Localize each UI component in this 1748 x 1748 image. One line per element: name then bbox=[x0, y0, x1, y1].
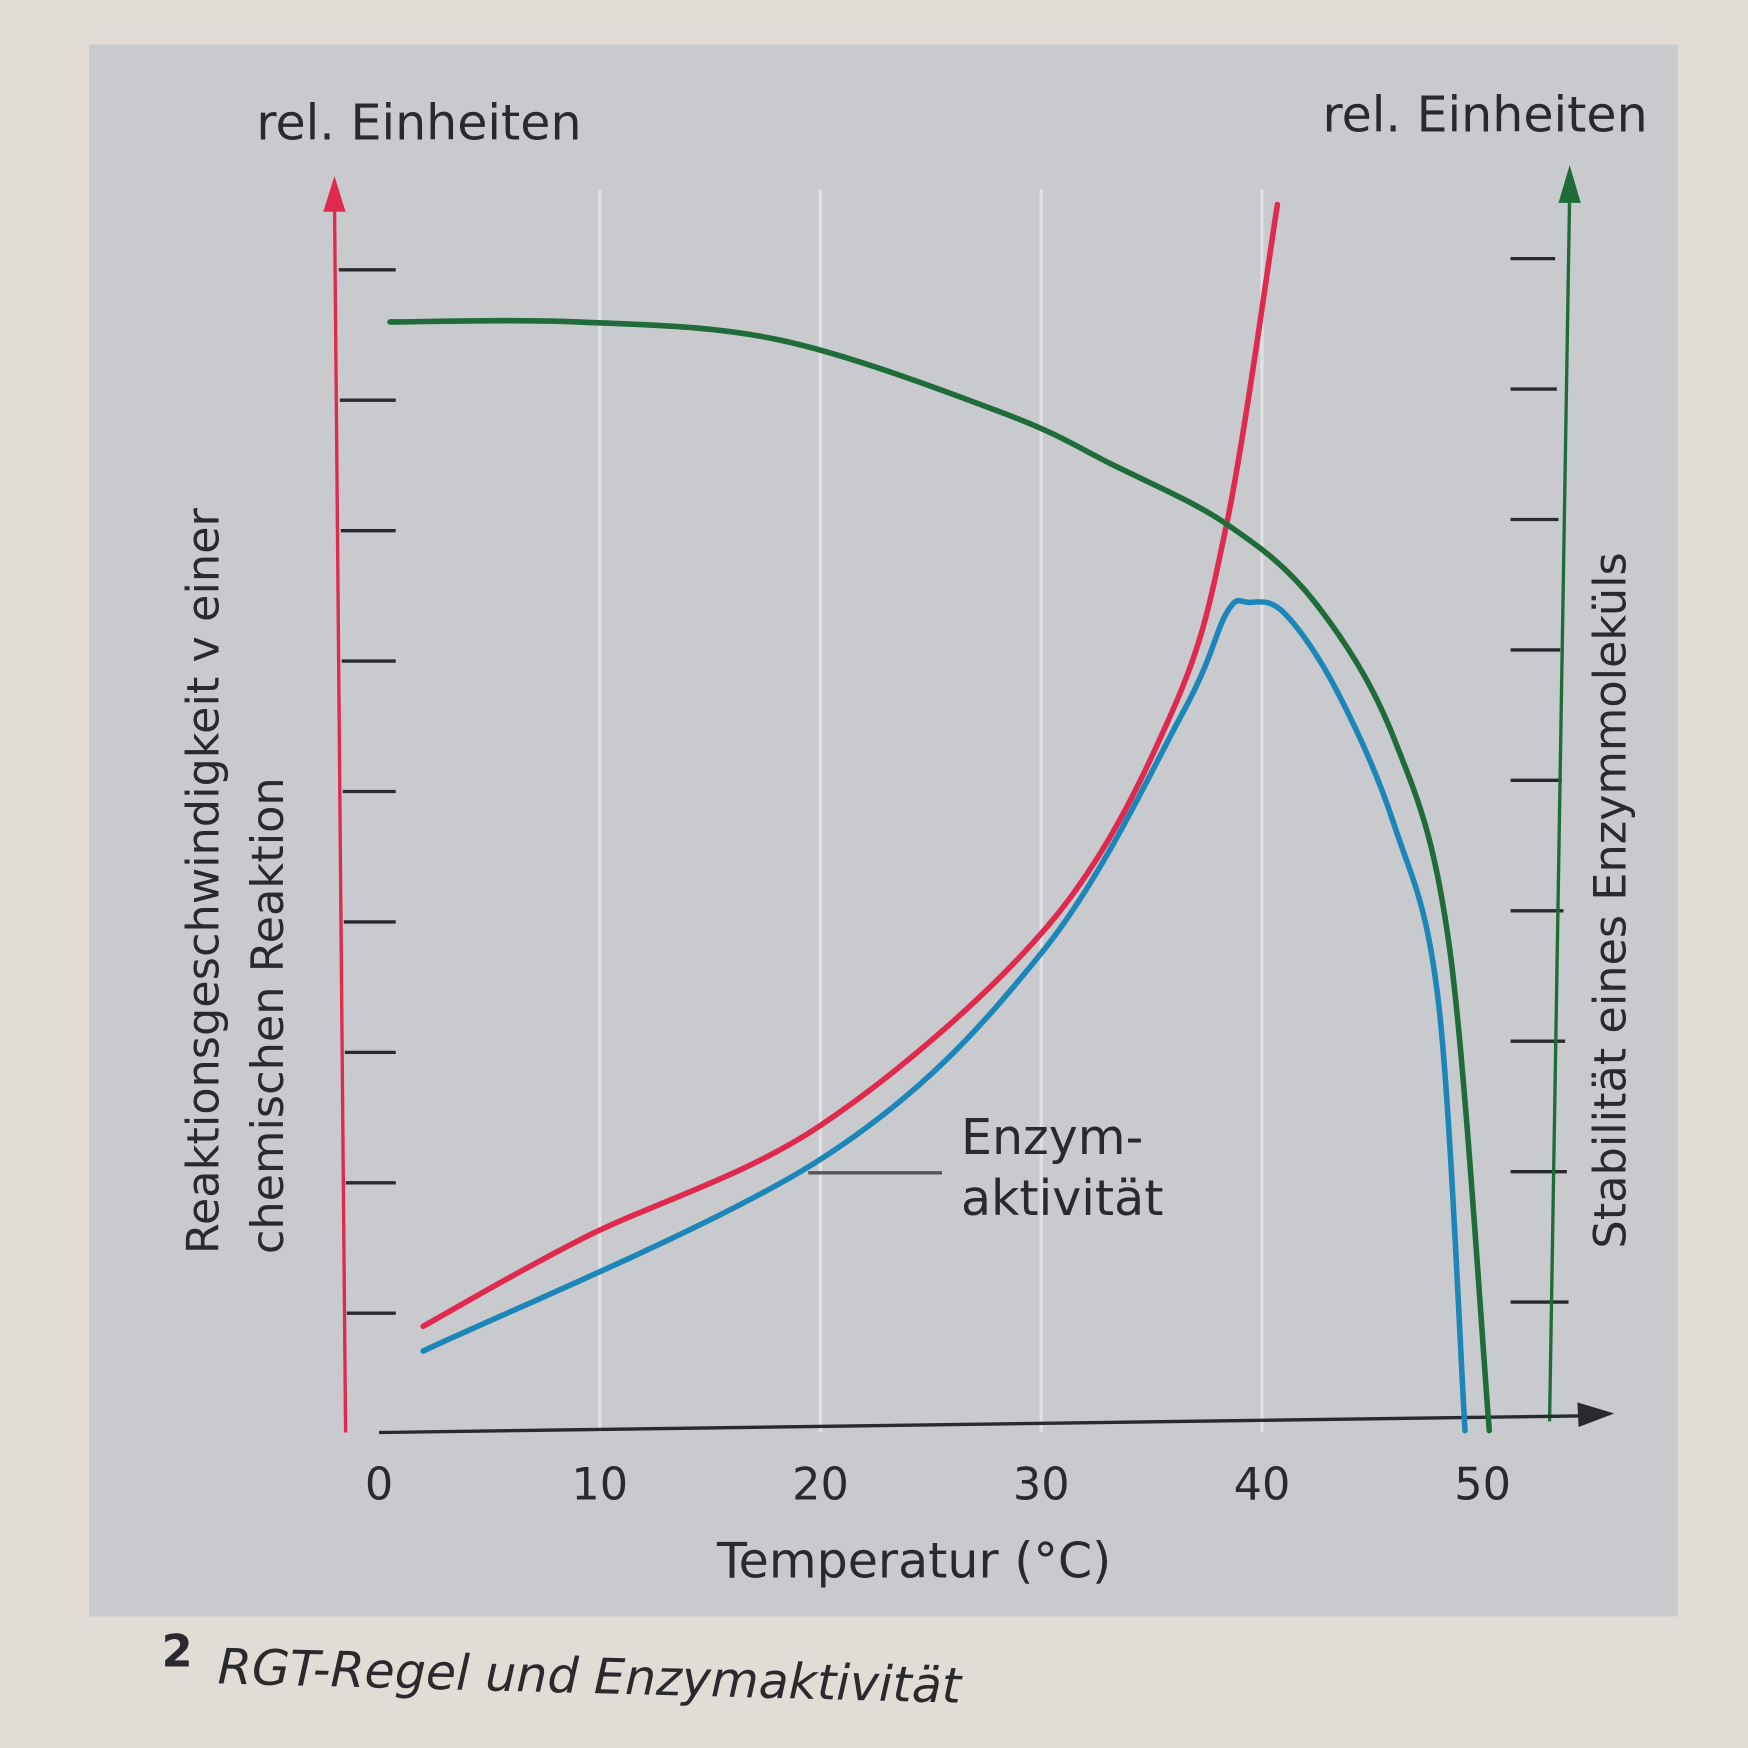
plot-panel bbox=[89, 44, 1678, 1617]
right-unit-label: rel. Einheiten bbox=[1323, 86, 1648, 144]
left-axis bbox=[332, 195, 348, 1433]
right-axis bbox=[1547, 195, 1572, 1422]
annotation-line2: aktivität bbox=[961, 1169, 1164, 1227]
blue-enzyme-activity-curve bbox=[420, 597, 1468, 1434]
green-enzyme-stability-curve bbox=[387, 317, 1493, 1434]
x-tick-label: 50 bbox=[1454, 1458, 1511, 1510]
x-tick-labels: 0 10 20 30 40 50 bbox=[365, 1458, 1511, 1510]
x-tick-label: 0 bbox=[365, 1458, 393, 1510]
left-axis-title-line1: Reaktionsgeschwindigkeit v einer bbox=[178, 507, 230, 1254]
ticks bbox=[338, 256, 1569, 1315]
x-tick-label: 10 bbox=[571, 1458, 628, 1510]
right-axis-title: Stabilität eines Enzymmoleküls bbox=[1584, 552, 1636, 1248]
left-axis-title-line2: chemischen Reaktion bbox=[242, 777, 294, 1254]
grid bbox=[598, 189, 1264, 1433]
left-unit-label: rel. Einheiten bbox=[256, 93, 581, 151]
x-tick-label: 20 bbox=[792, 1458, 849, 1510]
left-axis-arrow-icon bbox=[323, 176, 346, 212]
x-axis bbox=[379, 1414, 1589, 1435]
x-axis-title: Temperatur (°C) bbox=[716, 1531, 1111, 1589]
red-reaction-rate-curve bbox=[420, 201, 1281, 1330]
series-group bbox=[387, 201, 1493, 1434]
x-tick-label: 40 bbox=[1234, 1458, 1291, 1510]
x-tick-label: 30 bbox=[1013, 1458, 1070, 1510]
caption-number: 2 bbox=[162, 1626, 193, 1678]
right-axis-arrow-icon bbox=[1558, 164, 1581, 203]
x-axis-arrow-icon bbox=[1577, 1402, 1615, 1427]
annotation-line1: Enzym- bbox=[961, 1108, 1143, 1166]
